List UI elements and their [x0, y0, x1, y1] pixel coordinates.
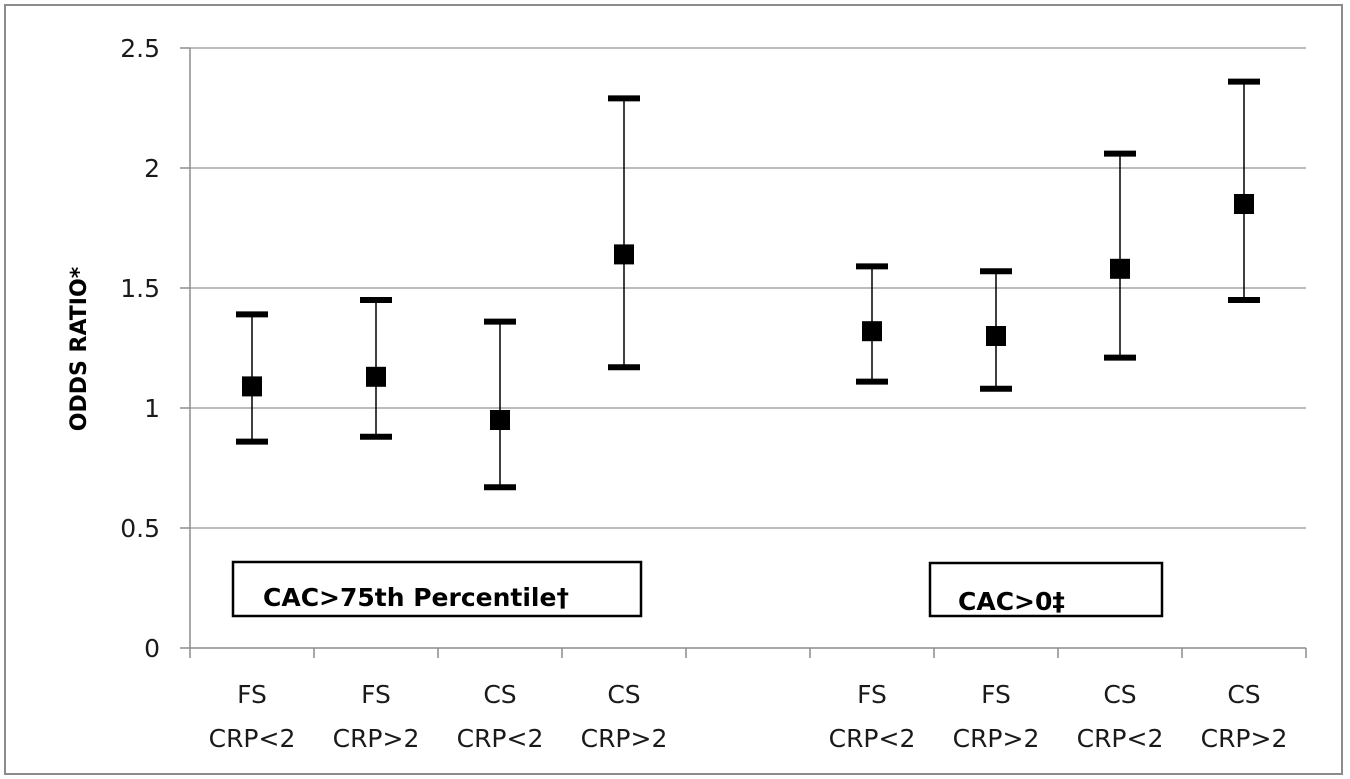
- category-line-2: CRP>2: [953, 724, 1040, 753]
- y-tick-labels: 0 0.5 1 1.5 2 2.5: [120, 34, 160, 663]
- category-line-1: CS: [607, 680, 640, 709]
- odds-ratio-point: [986, 326, 1006, 346]
- odds-ratio-point: [614, 244, 634, 265]
- y-tick-label: 2.5: [120, 34, 160, 63]
- category-line-1: CS: [1227, 680, 1260, 709]
- chart-frame: [4, 4, 1343, 775]
- y-tick-label: 0: [144, 634, 160, 663]
- y-tick-label: 1: [144, 394, 160, 423]
- x-category-label: CS CRP<2: [1077, 680, 1164, 753]
- odds-ratio-point: [366, 366, 386, 387]
- odds-ratio-point: [1110, 258, 1130, 279]
- odds-ratio-point: [490, 410, 510, 430]
- category-line-1: FS: [237, 680, 267, 709]
- y-axis-label: ODDS RATIO*: [67, 266, 92, 431]
- group-annotation-box: [928, 561, 1164, 618]
- odds-ratio-point: [1234, 194, 1254, 214]
- group-annotations: CAC>75th Percentile† CAC>0‡: [231, 560, 1164, 618]
- x-category-label: FS CRP<2: [209, 680, 296, 753]
- odds-ratio-point: [862, 321, 882, 342]
- category-line-1: FS: [981, 680, 1011, 709]
- category-line-2: CRP>2: [1201, 724, 1288, 753]
- category-line-2: CRP<2: [829, 724, 916, 753]
- category-line-2: CRP>2: [581, 724, 668, 753]
- y-tick-label: 0.5: [120, 514, 160, 543]
- group-annotation-label: CAC>0‡: [958, 587, 1065, 616]
- error-bars: [236, 78, 1260, 491]
- group-annotation-label: CAC>75th Percentile†: [263, 583, 569, 612]
- group-annotation-box: [231, 560, 643, 618]
- x-category-label: FS CRP>2: [953, 680, 1040, 753]
- category-line-1: FS: [361, 680, 391, 709]
- category-line-2: CRP<2: [1077, 724, 1164, 753]
- y-tick-label: 1.5: [120, 274, 160, 303]
- category-line-1: CS: [1103, 680, 1136, 709]
- gridlines: [190, 47, 1306, 529]
- x-category-label: FS CRP>2: [333, 680, 420, 753]
- y-tick-label: 2: [144, 154, 160, 183]
- x-category-labels: FS CRP<2 FS CRP>2 CS CRP<2 CS CRP>2 FS CRP<2 FS CRP…: [209, 680, 1288, 753]
- category-line-1: FS: [857, 680, 887, 709]
- x-category-label: CS CRP>2: [1201, 680, 1288, 753]
- category-line-2: CRP<2: [457, 724, 544, 753]
- x-category-label: CS CRP<2: [457, 680, 544, 753]
- x-category-label: CS CRP>2: [581, 680, 668, 753]
- point-markers: [242, 194, 1254, 430]
- axes: [180, 47, 1307, 658]
- odds-ratio-point: [242, 376, 262, 397]
- x-category-label: FS CRP<2: [829, 680, 916, 753]
- category-line-2: CRP<2: [209, 724, 296, 753]
- category-line-2: CRP>2: [333, 724, 420, 753]
- category-line-1: CS: [483, 680, 516, 709]
